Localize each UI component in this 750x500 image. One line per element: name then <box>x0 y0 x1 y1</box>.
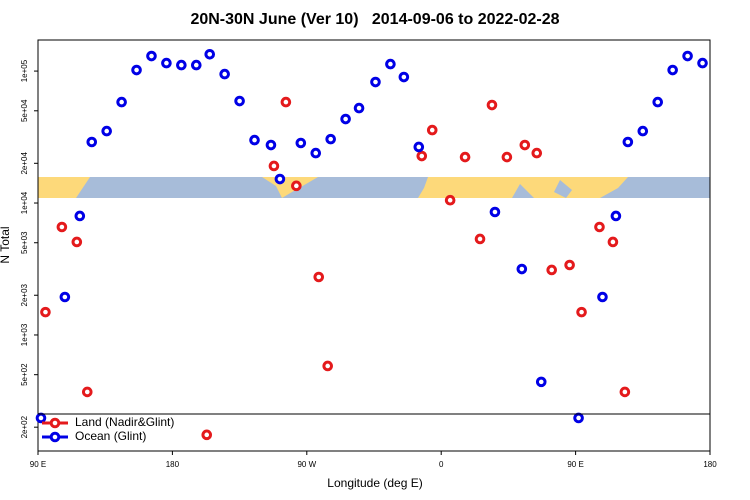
scatter-point <box>81 386 93 398</box>
scatter-point <box>486 99 498 111</box>
scatter-point <box>619 386 631 398</box>
scatter-point <box>697 57 708 69</box>
scatter-point <box>59 291 71 303</box>
scatter-point <box>116 96 127 108</box>
scatter-point <box>161 57 172 69</box>
scatter-point <box>489 206 501 218</box>
scatter-point <box>370 76 381 88</box>
scatter-point <box>268 160 280 172</box>
scatter-point <box>131 64 142 76</box>
scatter-point <box>313 271 325 283</box>
scatter-point <box>576 306 587 318</box>
y-tick-label: 5e+02 <box>20 363 29 386</box>
scatter-point <box>265 139 277 151</box>
scatter-point <box>610 210 622 222</box>
legend-label: Land (Nadir&Glint) <box>75 415 174 429</box>
y-tick-label: 5e+04 <box>20 99 29 122</box>
scatter-point <box>426 124 438 136</box>
scatter-point <box>291 180 302 192</box>
scatter-point <box>234 95 245 107</box>
scatter-point <box>204 49 216 60</box>
x-tick-label: 0 <box>439 460 444 469</box>
scatter-point <box>101 125 112 137</box>
scatter-point <box>322 360 334 372</box>
scatter-point <box>71 236 83 248</box>
scatter-point <box>398 71 410 83</box>
scatter-point <box>474 233 486 245</box>
scatter-point <box>622 136 634 148</box>
scatter-point <box>385 58 396 70</box>
scatter-point <box>413 141 425 153</box>
y-tick-label: 1e+03 <box>20 323 29 346</box>
scatter-point <box>219 68 230 80</box>
scatter-point <box>573 412 584 424</box>
world-map-strip <box>38 177 710 198</box>
scatter-point <box>594 221 605 233</box>
y-tick-label: 2e+03 <box>20 283 29 306</box>
scatter-point <box>637 125 649 137</box>
scatter-point <box>74 210 86 222</box>
x-axis-title: Longitude (deg E) <box>327 476 422 490</box>
scatter-point <box>459 151 471 163</box>
scatter-point <box>274 173 286 185</box>
chart-title: 20N-30N June (Ver 10) 2014-09-06 to 2022… <box>190 11 559 28</box>
scatter-point <box>325 133 336 145</box>
scatter-point <box>546 264 558 276</box>
scatter-point <box>519 139 531 151</box>
scatter-point <box>176 59 187 71</box>
scatter-point <box>516 263 528 275</box>
y-tick-label: 2e+04 <box>20 152 29 175</box>
scatter-point <box>416 150 428 162</box>
y-tick-label: 2e+02 <box>20 415 29 438</box>
legend-swatch <box>49 431 61 443</box>
scatter-point <box>295 137 307 149</box>
scatter-point <box>249 134 260 146</box>
scatter-point <box>667 64 678 76</box>
scatter-point <box>56 221 68 233</box>
y-axis-title: N Total <box>0 226 12 263</box>
scatter-point <box>340 113 351 125</box>
scatter-point <box>86 136 98 148</box>
scatter-point <box>190 59 202 71</box>
scatter-point <box>652 96 664 108</box>
y-tick-label: 1e+04 <box>20 191 29 214</box>
scatter-point <box>353 102 365 114</box>
y-tick-label: 1e+05 <box>20 59 29 82</box>
scatter-point <box>535 376 547 388</box>
scatter-point <box>682 50 693 62</box>
legend-swatch <box>49 417 61 429</box>
scatter-point <box>597 291 608 303</box>
scatter-point <box>280 96 292 108</box>
y-tick-label: 5e+03 <box>20 231 29 254</box>
scatter-point <box>564 259 575 271</box>
x-tick-label: 90 E <box>30 460 46 469</box>
scatter-point <box>35 412 47 424</box>
scatter-point <box>146 50 157 62</box>
plot-frame <box>37 39 711 452</box>
legend-label: Ocean (Glint) <box>75 429 146 443</box>
scatter-point <box>531 147 543 159</box>
scatter-point <box>444 194 456 206</box>
scatter-point <box>607 236 619 248</box>
scatter-point <box>201 429 213 441</box>
scatter-point <box>310 147 322 159</box>
scatter-point <box>40 306 51 318</box>
x-tick-label: 180 <box>703 460 717 469</box>
scatter-point <box>501 151 513 163</box>
x-tick-label: 90 E <box>567 460 583 469</box>
x-tick-label: 180 <box>166 460 180 469</box>
x-tick-label: 90 W <box>297 460 316 469</box>
